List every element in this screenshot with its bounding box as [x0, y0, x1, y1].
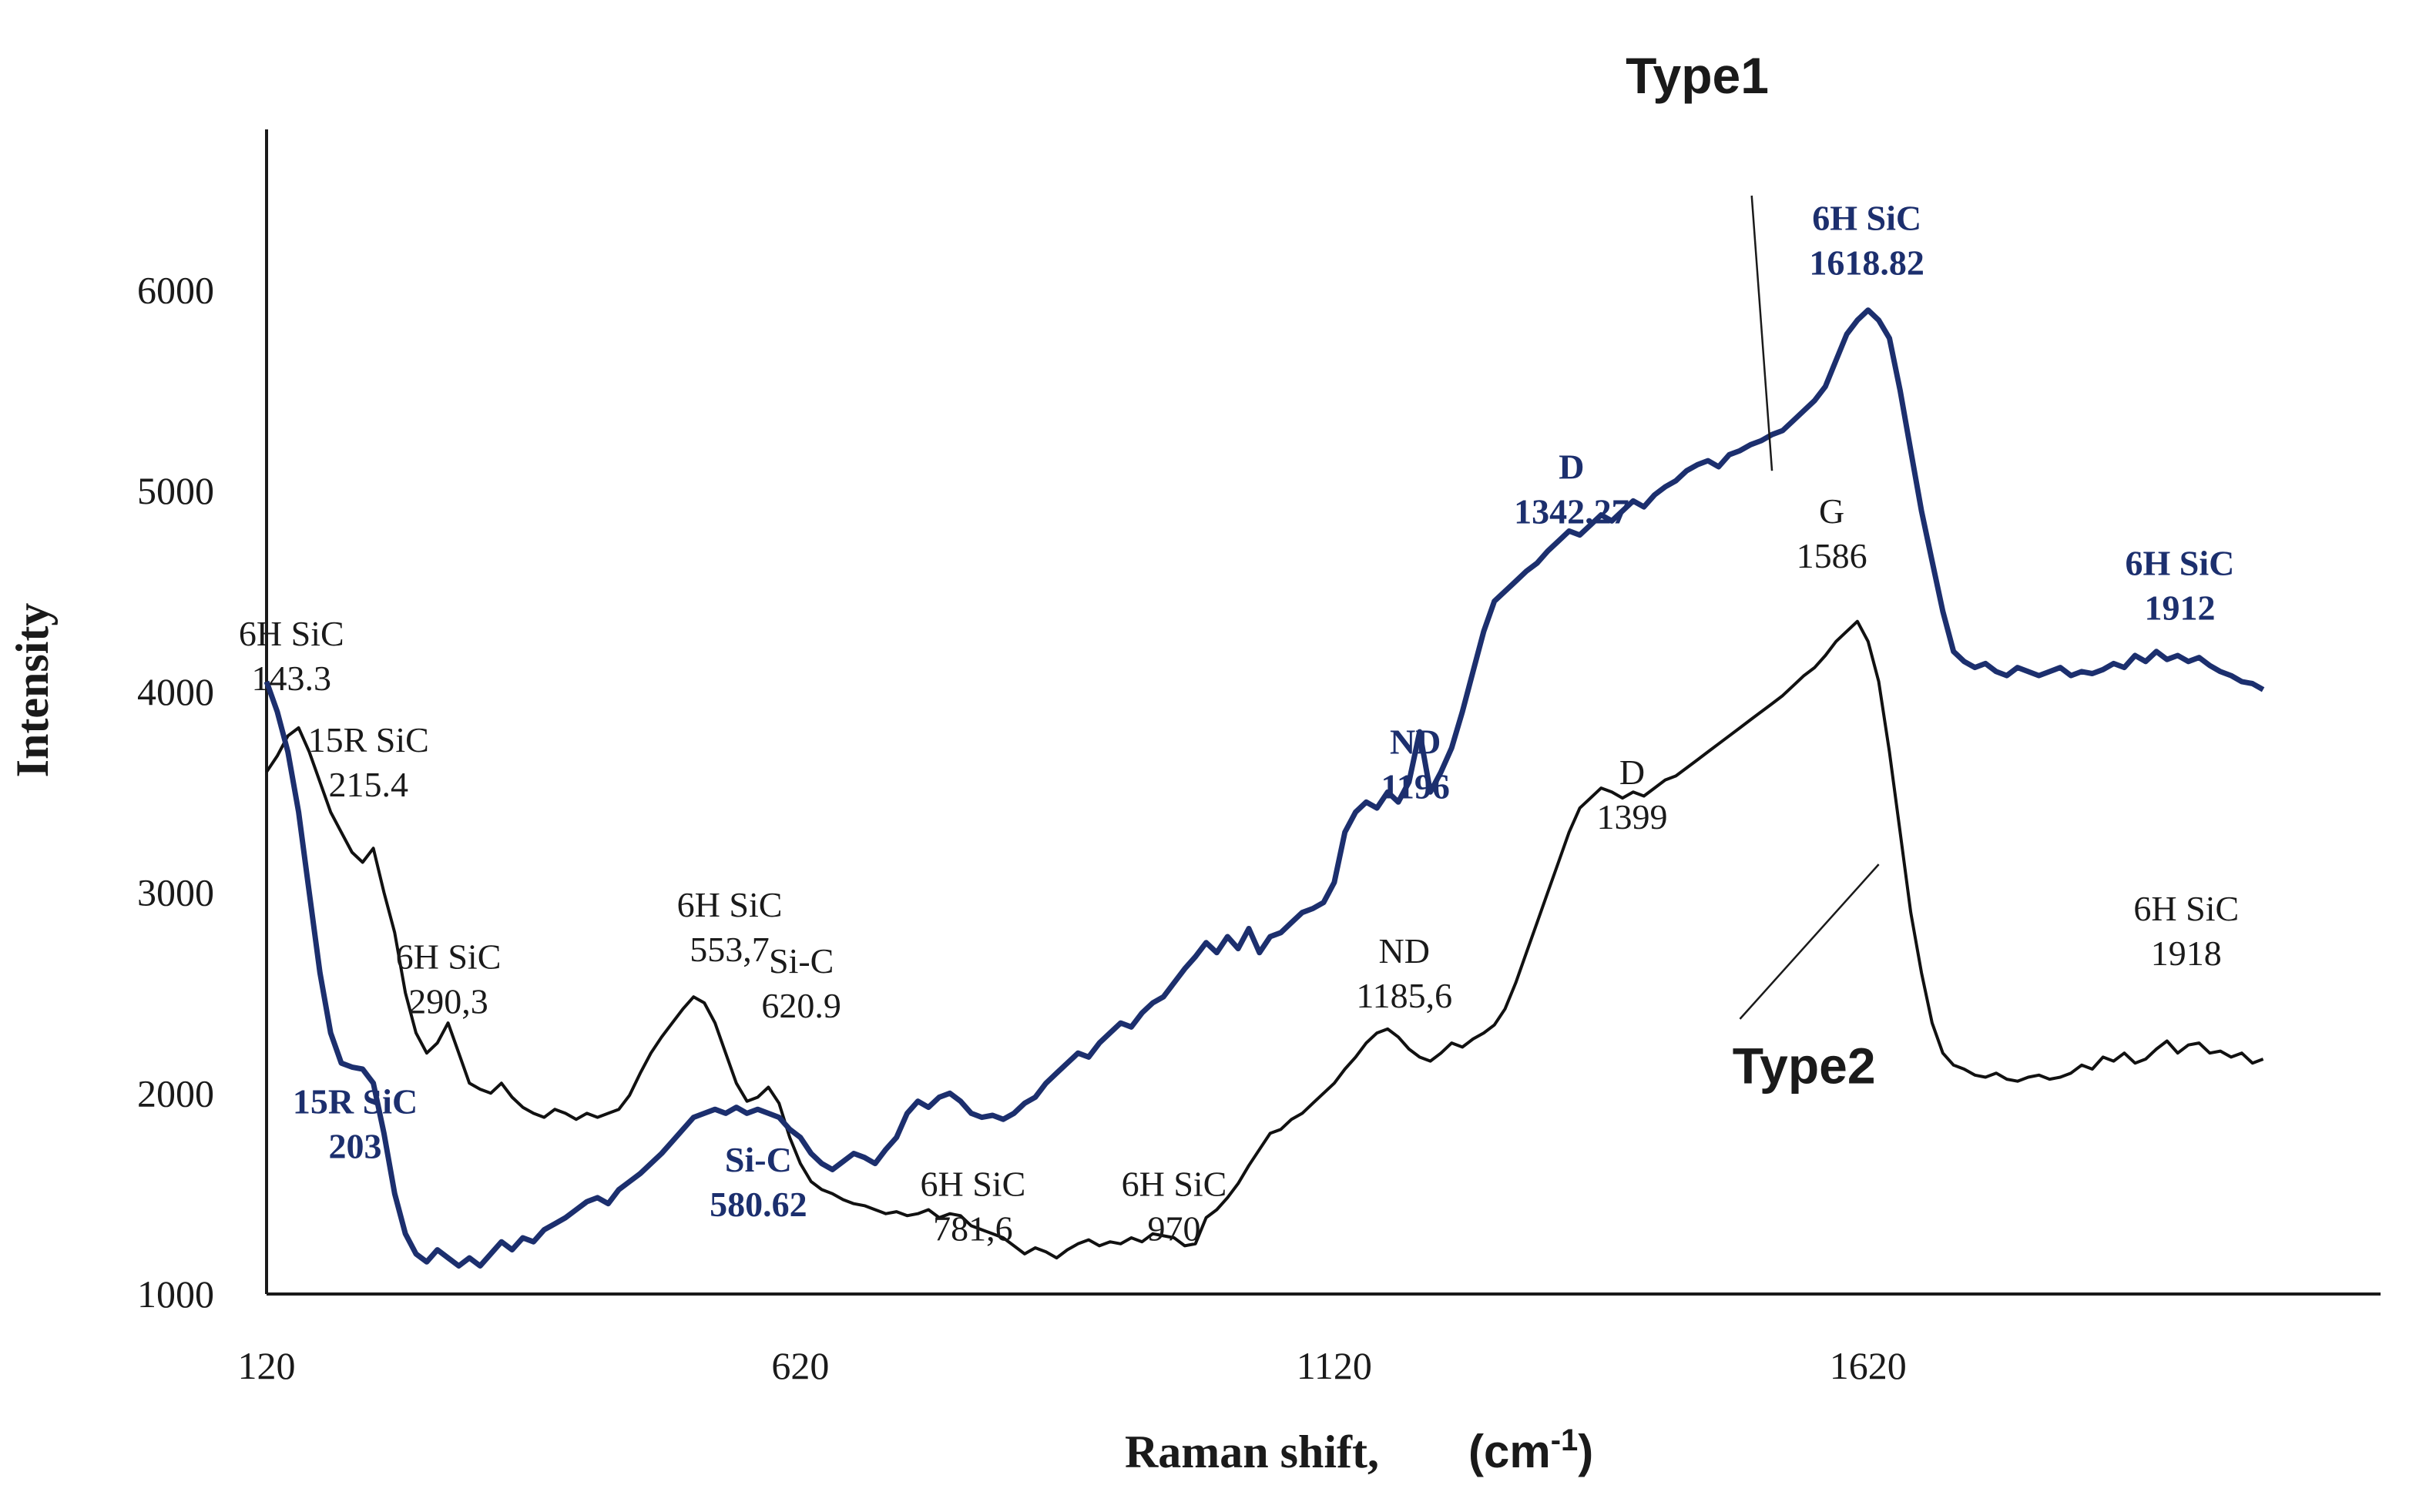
peak-label-type1: Si-C 580.62	[710, 1140, 807, 1224]
x-axis-unit-superscript: -1	[1551, 1423, 1579, 1457]
peak-label-type1: D 1342.27	[1514, 448, 1629, 531]
y-tick-label: 6000	[137, 269, 214, 312]
x-axis-title-text: Raman shift,	[1125, 1427, 1379, 1477]
y-axis-title: Intensity	[7, 603, 58, 778]
peak-label-type2: 6H SiC 290,3	[396, 937, 502, 1021]
peak-label-type1: 6H SiC 1618.82	[1809, 198, 1924, 282]
x-axis-unit-open: (cm	[1468, 1426, 1551, 1477]
peak-label-type2: 15R SiC 215.4	[308, 720, 429, 804]
peak-label-type2: Si-C 620.9	[761, 941, 841, 1025]
series-label-type2: Type2	[1733, 1037, 1876, 1094]
peak-label-type1: ND 1196	[1381, 722, 1449, 806]
series-layer	[263, 307, 2265, 1269]
x-tick-label: 1620	[1830, 1344, 1907, 1387]
x-axis-title: Raman shift,	[1125, 1427, 1379, 1477]
y-tick-label: 1000	[137, 1272, 214, 1316]
annotation-layer: 6H SiC 143.3 15R SiC 215.4 6H SiC 290,3 6H SiC…	[239, 47, 2239, 1248]
x-axis-unit-close: )	[1578, 1426, 1593, 1477]
peak-label-type2: D 1399	[1597, 753, 1668, 836]
series-line-type1	[263, 307, 2265, 1269]
leader-line-type1	[1750, 195, 1773, 471]
peak-label-type2: 6H SiC 970	[1122, 1164, 1227, 1248]
peak-label-type2: 6H SiC 781,6	[921, 1164, 1026, 1248]
x-axis-unit: (cm-1)	[1468, 1423, 1593, 1477]
peak-label-type2: 6H SiC 143.3	[239, 614, 344, 698]
peak-label-type1: 6H SiC 1912	[2126, 544, 2235, 628]
x-tick-label: 1120	[1297, 1344, 1372, 1387]
y-tick-label: 2000	[137, 1071, 214, 1115]
y-tick-label: 4000	[137, 670, 214, 713]
series-label-type1: Type1	[1626, 47, 1769, 104]
peak-label-type2: 6H SiC 553,7	[677, 885, 783, 969]
peak-label-type1: 15R SiC 203	[293, 1081, 418, 1165]
y-tick-label: 5000	[137, 469, 214, 512]
peak-label-type2: G 1586	[1797, 491, 1867, 575]
y-tick-label: 3000	[137, 871, 214, 914]
axes-layer: 1000 2000 3000 4000 5000 6000 120 620 1120 1620	[137, 129, 2381, 1387]
leader-line-type2	[1739, 863, 1880, 1020]
x-tick-label: 120	[238, 1344, 296, 1387]
series-line-type2	[265, 619, 2264, 1260]
x-tick-label: 620	[771, 1344, 829, 1387]
peak-label-type2: 6H SiC 1918	[2133, 889, 2239, 973]
peak-label-type2: ND 1185,6	[1356, 931, 1452, 1015]
